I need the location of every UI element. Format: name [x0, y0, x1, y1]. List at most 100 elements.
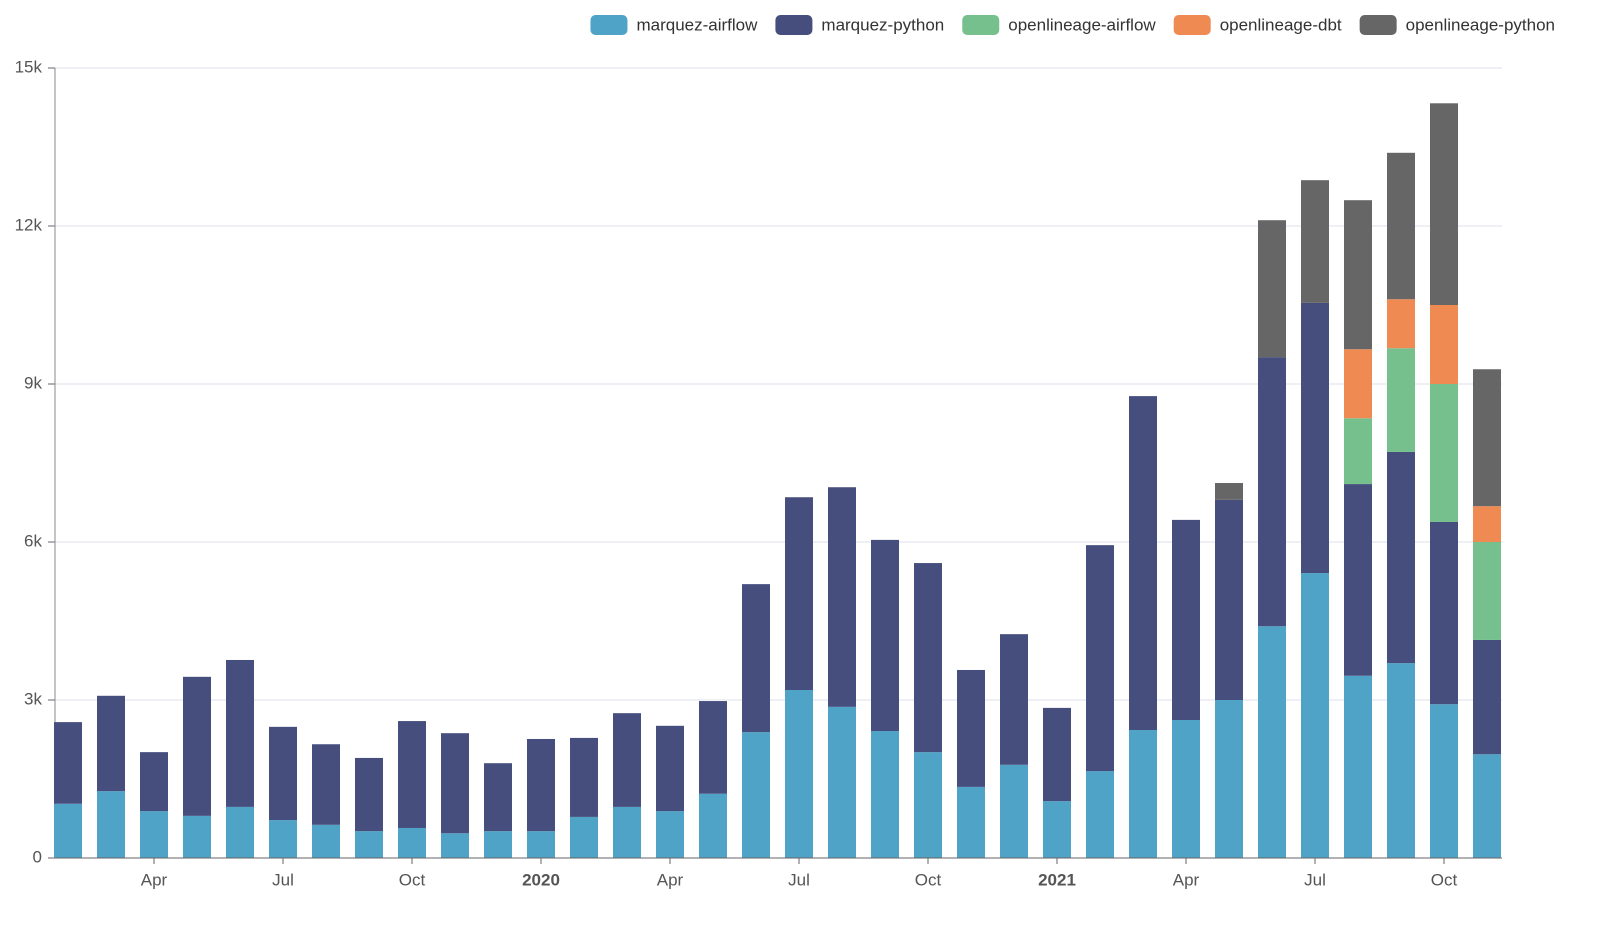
bar-segment — [398, 827, 426, 858]
bar-segment — [742, 732, 770, 858]
bar-segment — [54, 722, 82, 804]
bar-segment — [1129, 730, 1157, 858]
x-tick-label: 2021 — [1038, 870, 1076, 889]
bar-segment — [570, 737, 598, 817]
bar-segment — [613, 713, 641, 807]
bar-segment — [1215, 499, 1243, 700]
bar-segment — [1000, 764, 1028, 858]
bar-segment — [484, 831, 512, 858]
bar-segment — [527, 831, 555, 858]
legend-swatch — [962, 15, 1000, 35]
bar-segment — [1344, 349, 1372, 419]
bar-segment — [828, 706, 856, 858]
legend-label: openlineage-dbt — [1220, 15, 1342, 34]
bar-segment — [1344, 484, 1372, 676]
bar-segment — [871, 731, 899, 858]
bar-segment — [1387, 299, 1415, 349]
x-tick-label: Jul — [272, 870, 294, 889]
bar-segment — [97, 791, 125, 858]
bar-segment — [1387, 348, 1415, 452]
bar-segment — [1430, 384, 1458, 522]
y-tick-label: 0 — [33, 847, 42, 866]
bar-segment — [1344, 200, 1372, 350]
bar-segment — [656, 811, 684, 858]
bar-segment — [1258, 626, 1286, 858]
bar-segment — [1258, 220, 1286, 358]
x-tick-label: Jul — [788, 870, 810, 889]
bar-segment — [613, 806, 641, 858]
x-tick-label: Jul — [1304, 870, 1326, 889]
bar-segment — [957, 786, 985, 858]
bar-segment — [1473, 542, 1501, 640]
y-tick-label: 12k — [15, 215, 43, 234]
y-tick-label: 15k — [15, 57, 43, 76]
x-tick-label: Apr — [657, 870, 684, 889]
bar-segment — [355, 757, 383, 832]
bar-segment — [1215, 700, 1243, 858]
x-tick-label: Apr — [141, 870, 168, 889]
bar-segment — [312, 744, 340, 825]
bar-segment — [441, 833, 469, 858]
bar-segment — [1043, 801, 1071, 858]
bar-segment — [183, 676, 211, 816]
bar-segment — [1344, 675, 1372, 858]
bar-segment — [1387, 451, 1415, 664]
x-tick-label: Oct — [399, 870, 426, 889]
bar-segment — [1473, 369, 1501, 507]
bar-segment — [1301, 180, 1329, 303]
legend-swatch — [775, 15, 813, 35]
bar-segment — [527, 738, 555, 832]
x-tick-label: Apr — [1173, 870, 1200, 889]
bar-segment — [1473, 639, 1501, 755]
y-tick-label: 9k — [24, 373, 42, 392]
bar-segment — [226, 659, 254, 807]
x-tick-label: Oct — [915, 870, 942, 889]
bar-segment — [957, 669, 985, 787]
bar-segment — [1387, 152, 1415, 300]
legend-label: openlineage-airflow — [1008, 15, 1156, 34]
bar-segment — [1129, 396, 1157, 731]
bar-segment — [742, 584, 770, 733]
bar-segment — [828, 487, 856, 707]
bar-segment — [1430, 521, 1458, 705]
legend-label: openlineage-python — [1406, 15, 1555, 34]
y-tick-label: 6k — [24, 531, 42, 550]
bar-segment — [656, 725, 684, 812]
bar-segment — [1043, 707, 1071, 802]
y-tick-label: 3k — [24, 689, 42, 708]
bar-segment — [1430, 305, 1458, 384]
legend-label: marquez-python — [821, 15, 944, 34]
bar-segment — [1172, 519, 1200, 721]
bar-segment — [1086, 545, 1114, 772]
bar-segment — [355, 831, 383, 858]
bar-segment — [699, 701, 727, 794]
bar-segment — [441, 733, 469, 834]
bar-segment — [183, 815, 211, 858]
bar-segment — [97, 695, 125, 792]
x-tick-label: 2020 — [522, 870, 560, 889]
bar-segment — [1258, 357, 1286, 627]
bar-segment — [1301, 302, 1329, 574]
bar-segment — [140, 811, 168, 858]
bar-segment — [398, 721, 426, 828]
bar-segment — [1000, 634, 1028, 765]
bar-segment — [785, 497, 813, 690]
legend-swatch — [590, 15, 628, 35]
bar-segment — [1430, 103, 1458, 305]
bar-segment — [1172, 720, 1200, 858]
bar-segment — [914, 752, 942, 858]
bar-segment — [226, 806, 254, 858]
bar-segment — [1473, 754, 1501, 858]
x-tick-label: Oct — [1431, 870, 1458, 889]
bar-segment — [1473, 506, 1501, 542]
bar-segment — [312, 824, 340, 858]
legend-swatch — [1359, 15, 1397, 35]
bar-segment — [269, 820, 297, 858]
bar-segment — [1301, 573, 1329, 858]
bar-segment — [1387, 663, 1415, 858]
legend-label: marquez-airflow — [636, 15, 758, 34]
legend-swatch — [1173, 15, 1211, 35]
bar-segment — [54, 803, 82, 858]
